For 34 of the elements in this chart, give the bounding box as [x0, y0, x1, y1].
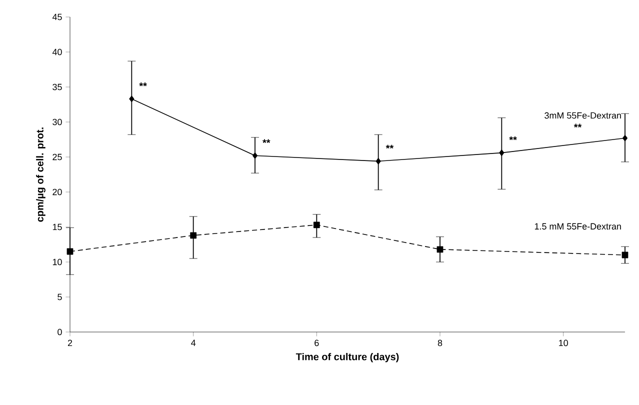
series-label: 3mM 55Fe-Dextran: [544, 112, 621, 119]
annotation: **: [574, 124, 582, 128]
y-tick-label: 5: [58, 294, 62, 300]
y-tick-label: 10: [52, 258, 62, 266]
y-axis-title: cpm/µg of cell. prot.: [36, 128, 46, 222]
x-tick-label: 10: [559, 340, 568, 346]
annotation: **: [139, 82, 147, 86]
x-tick-label: 6: [314, 340, 319, 346]
y-tick-label: 45: [52, 14, 62, 20]
point: [622, 252, 628, 258]
point: [376, 158, 381, 164]
point: [129, 96, 134, 102]
x-tick-label: 4: [191, 340, 196, 346]
annotation: **: [262, 139, 270, 143]
y-tick-label: 25: [52, 154, 62, 160]
point: [499, 150, 504, 156]
point: [313, 222, 320, 228]
x-tick-label: 8: [438, 340, 442, 346]
y-tick-label: 30: [52, 118, 62, 126]
point: [66, 248, 74, 255]
y-tick-label: 0: [58, 328, 62, 336]
point: [436, 246, 444, 253]
annotation: **: [509, 136, 517, 140]
point: [190, 232, 197, 239]
x-axis-title: Time of culture (days): [296, 352, 399, 362]
y-tick-label: 20: [52, 188, 62, 196]
point: [622, 134, 628, 142]
annotation: **: [386, 144, 394, 149]
y-tick-label: 35: [52, 84, 62, 90]
x-tick-label: 2: [68, 340, 72, 346]
y-tick-label: 40: [52, 48, 62, 56]
point: [252, 152, 258, 159]
y-tick-label: 15: [52, 224, 62, 230]
text: 1.5 mM 55Fe-Dextran: [534, 223, 621, 230]
